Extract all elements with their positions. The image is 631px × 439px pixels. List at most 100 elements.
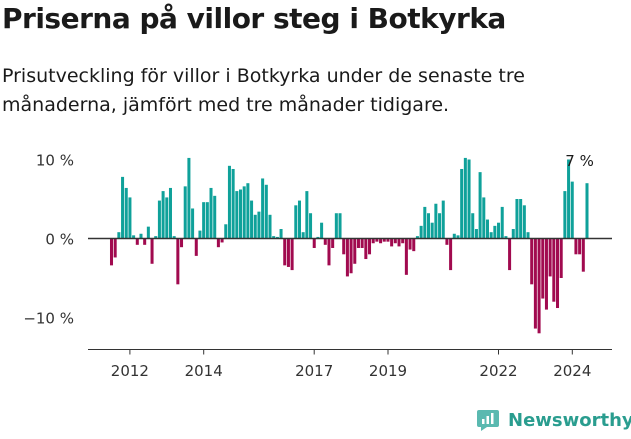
bar [275, 236, 279, 239]
bar [360, 238, 364, 248]
bar [408, 238, 412, 250]
bar [430, 222, 434, 239]
bar [312, 238, 316, 248]
bar [268, 214, 272, 239]
bar [139, 233, 143, 239]
bar [198, 230, 202, 239]
x-tick-label: 2022 [479, 362, 517, 380]
bar [320, 222, 324, 239]
bar [559, 238, 563, 278]
x-tick-label: 2019 [369, 362, 407, 380]
bar [452, 233, 456, 239]
bar [519, 199, 523, 239]
bar [482, 197, 486, 239]
bar [124, 187, 128, 239]
bar [113, 238, 117, 258]
bar [146, 226, 150, 239]
y-tick-label: 10 % [36, 152, 74, 170]
y-tick-label: 0 % [45, 231, 74, 249]
bar [272, 236, 276, 239]
bar [371, 238, 375, 244]
bar [419, 225, 423, 239]
bar [552, 238, 556, 302]
bar [246, 183, 250, 239]
bar [305, 191, 309, 239]
bar [334, 213, 338, 239]
bar [154, 236, 158, 239]
bar [176, 238, 180, 285]
bar [530, 238, 534, 285]
bar [382, 238, 386, 242]
bar [548, 238, 552, 277]
bar [537, 238, 541, 334]
bar [375, 238, 379, 242]
bar [220, 238, 224, 243]
bar [150, 238, 154, 264]
x-tick-label: 2012 [111, 362, 149, 380]
newsworthy-brand[interactable]: Newsworthy [476, 408, 631, 432]
bar [194, 238, 198, 256]
bar [338, 213, 342, 239]
bar [515, 199, 519, 239]
bar [412, 238, 416, 252]
bar [434, 203, 438, 239]
bar [563, 191, 567, 239]
bar [213, 195, 217, 239]
bar [209, 187, 213, 239]
bar [463, 157, 467, 239]
bar [205, 202, 209, 239]
bar [556, 238, 560, 309]
bar [441, 200, 445, 239]
bar [349, 238, 353, 274]
bar [323, 238, 327, 245]
chart-subtitle: Prisutveckling för villor i Botkyrka und… [2, 65, 525, 116]
bar [500, 206, 504, 239]
bar [143, 238, 147, 245]
bar [202, 202, 206, 239]
brand-name: Newsworthy [508, 409, 631, 431]
bar [301, 232, 305, 239]
bar [257, 211, 261, 239]
bar [286, 238, 290, 267]
bar [253, 214, 257, 239]
bar [368, 238, 372, 255]
bar [489, 232, 493, 239]
bar [327, 238, 331, 266]
bar [544, 238, 548, 310]
bar [161, 191, 165, 239]
bar [460, 168, 464, 239]
bar [342, 238, 346, 255]
bar [283, 238, 287, 266]
bar [585, 183, 589, 239]
bar [180, 238, 184, 248]
bar [290, 238, 294, 271]
bar [485, 219, 489, 239]
bar [227, 165, 231, 239]
bar [353, 238, 357, 264]
bar [242, 186, 246, 239]
bar [390, 238, 394, 247]
bar [183, 186, 187, 239]
bar [393, 238, 397, 244]
bar [426, 213, 431, 239]
chart-title: Priserna på villor steg i Botkyrka [2, 2, 506, 35]
bar [581, 238, 585, 272]
bar [567, 159, 571, 239]
bar [309, 213, 313, 239]
bar [109, 238, 114, 266]
bar [474, 229, 478, 239]
bar [541, 238, 545, 299]
bar [511, 229, 515, 239]
bar-chart: 10 % 0 % −10 % 2012 2014 2017 2019 2022 2024 7 % [23, 152, 612, 380]
bar [231, 168, 235, 239]
bar [364, 238, 368, 260]
x-tick-label: 2014 [185, 362, 223, 380]
bar [438, 213, 442, 239]
bar [578, 238, 582, 255]
bar [423, 206, 427, 239]
bar [128, 197, 132, 239]
bar [132, 235, 136, 239]
bar [168, 187, 172, 239]
bar [386, 238, 390, 242]
bar [508, 238, 512, 271]
